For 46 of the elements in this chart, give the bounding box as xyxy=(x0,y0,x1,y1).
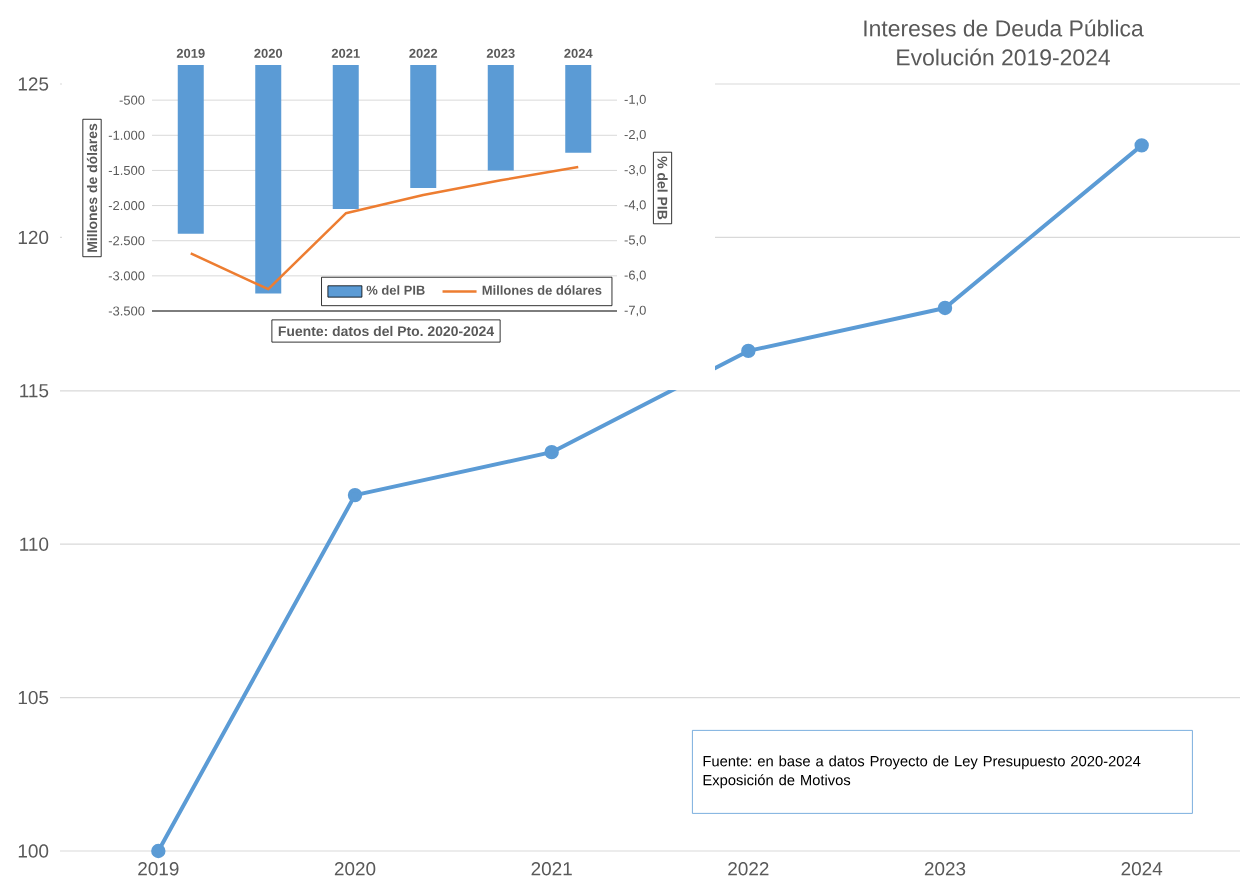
annotation: Fuente: datos del Pto. 2020-2024 xyxy=(278,325,495,337)
y2-axis-title: % del PIB xyxy=(657,156,668,220)
x-tick-label: 2020 xyxy=(254,48,283,58)
y-tick-label: 115 xyxy=(20,384,49,398)
point xyxy=(937,300,953,316)
y-tick-label: 105 xyxy=(18,690,49,705)
x-tick-label: 2023 xyxy=(486,48,515,58)
y-tick-label: -2.000 xyxy=(108,200,145,211)
y2-tick-label: -1,0 xyxy=(624,94,646,106)
y-tick-label: -500 xyxy=(119,95,145,105)
x-tick-label: 2022 xyxy=(728,862,769,876)
legend-label: % del PIB xyxy=(366,285,425,295)
annotation: Fuente: en base a datos Proyecto de Ley Presupuesto 2020-2024 Exposición de Motivos xyxy=(703,755,1141,789)
x-tick-label: 2020 xyxy=(334,862,376,876)
point xyxy=(1134,138,1149,153)
legend-label: Millones de dólares xyxy=(482,285,602,295)
y-tick-label: -1.000 xyxy=(108,130,145,140)
y-tick-label: -3.500 xyxy=(108,306,145,316)
y2-tick-label: -5,0 xyxy=(624,235,646,247)
x-tick-label: 2019 xyxy=(138,862,179,876)
x-tick-label: 2021 xyxy=(331,48,360,58)
y-axis-title: Millones de dólares xyxy=(86,123,98,252)
y-tick-label: 120 xyxy=(18,230,49,245)
y2-tick-label: -4,0 xyxy=(624,200,646,211)
y-tick-label: 100 xyxy=(18,844,49,858)
y2-tick-label: -3,0 xyxy=(624,165,646,176)
x-tick-label: 2024 xyxy=(1121,862,1163,876)
point xyxy=(151,843,166,859)
chart-title: Intereses de Deuda Pública xyxy=(864,19,1144,37)
point xyxy=(347,487,363,503)
y-tick-label: -2.500 xyxy=(108,236,145,246)
x-tick-label: 2019 xyxy=(176,48,205,58)
y-tick-label: 125 xyxy=(18,77,49,91)
point xyxy=(544,444,559,460)
y2-tick-label: -2,0 xyxy=(624,129,646,141)
y-tick-label: -3.000 xyxy=(108,271,145,281)
x-tick-label: 2023 xyxy=(924,862,966,876)
x-tick-label: 2024 xyxy=(564,48,593,58)
x-tick-label: 2021 xyxy=(531,862,572,876)
y2-tick-label: -6,0 xyxy=(624,270,646,282)
point xyxy=(741,343,756,359)
chart-subtitle: Evolución 2019-2024 xyxy=(897,48,1110,66)
x-tick-label: 2022 xyxy=(409,48,438,58)
y-tick-label: 110 xyxy=(20,537,49,551)
y2-tick-label: -7,0 xyxy=(624,305,646,317)
y-tick-label: -1.500 xyxy=(108,165,145,176)
